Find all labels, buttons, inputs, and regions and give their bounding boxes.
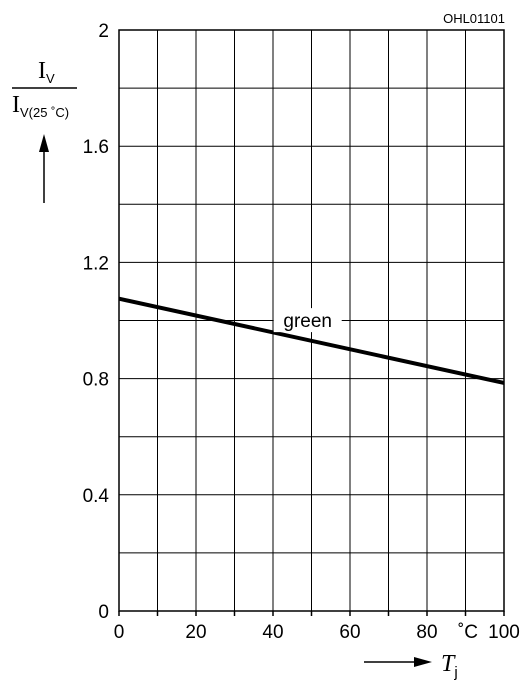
- x-tick-label: 60: [339, 622, 360, 643]
- y-tick-label: 1.6: [83, 137, 109, 158]
- y-tick-label: 2: [98, 21, 109, 42]
- y-tick-label: 1.2: [83, 253, 109, 274]
- x-label-symbol: Tj: [441, 651, 458, 681]
- y-axis-label: IV IV(25 ˚C): [12, 58, 77, 203]
- y-tick-label: 0: [98, 602, 109, 623]
- series-label-background: [273, 308, 342, 333]
- x-axis-label: Tj: [364, 651, 458, 681]
- x-tick-label: 20: [185, 622, 206, 643]
- chart-code: OHL01101: [443, 11, 505, 26]
- labels: 0 20 40 60 80 100 0 0.4 0.8 1.2 1.6 2: [83, 21, 520, 643]
- series-layer: green: [118, 296, 505, 385]
- x-axis-unit: ˚C: [458, 622, 478, 643]
- y-axis-arrow: [39, 134, 49, 203]
- y-label-numerator: IV: [38, 58, 55, 86]
- y-tick-label: 0.4: [83, 486, 110, 507]
- x-tick-label: 40: [262, 622, 283, 643]
- y-tick-label: 0.8: [83, 370, 109, 391]
- x-tick-label: 100: [488, 622, 520, 643]
- series-line-green: [118, 296, 505, 385]
- series-label: green: [283, 311, 332, 332]
- x-tick-label: 80: [416, 622, 437, 643]
- x-tick-label: 0: [114, 622, 125, 643]
- y-label-denominator: IV(25 ˚C): [12, 92, 69, 120]
- x-axis-arrow: [364, 657, 432, 667]
